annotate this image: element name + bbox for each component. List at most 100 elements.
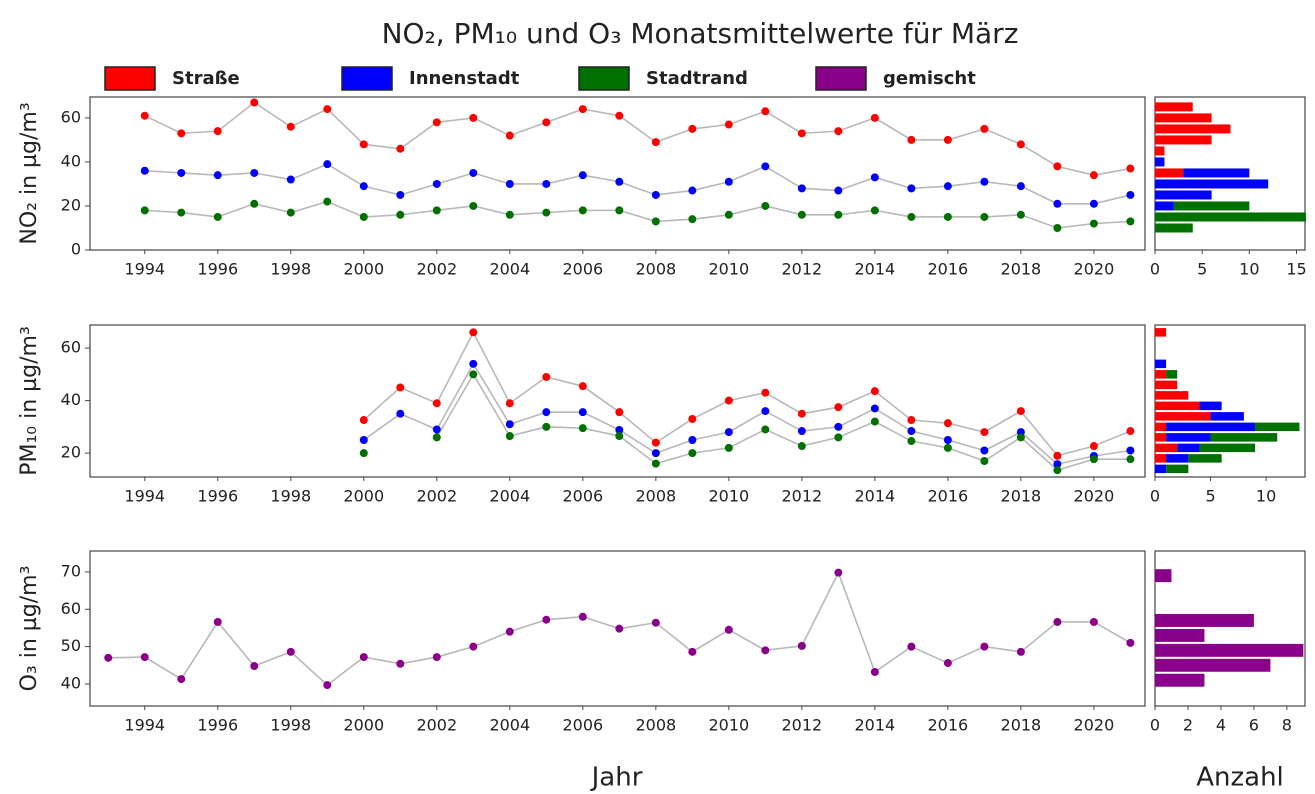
data-point <box>323 160 332 169</box>
data-point <box>359 449 368 458</box>
chart-title: NO₂, PM₁₀ und O₃ Monatsmittelwerte für M… <box>382 17 1019 50</box>
data-point <box>688 215 697 224</box>
hist-bar <box>1155 391 1189 400</box>
x-tick-label: 2002 <box>416 716 457 735</box>
data-point <box>432 425 441 434</box>
legend-label: Innenstadt <box>409 68 520 89</box>
data-point <box>797 427 806 436</box>
x-tick-label: 2004 <box>489 260 530 279</box>
hist-bar <box>1255 422 1300 432</box>
x-axis-label: Jahr <box>590 763 643 793</box>
data-point <box>980 428 989 437</box>
data-point <box>797 210 806 219</box>
data-point <box>797 442 806 451</box>
data-point <box>980 446 989 455</box>
data-point <box>980 212 989 221</box>
data-point <box>250 199 259 208</box>
data-point <box>870 404 879 413</box>
data-point <box>323 197 332 206</box>
data-point <box>761 407 770 416</box>
data-point <box>323 681 332 690</box>
hist-bar <box>1210 433 1278 442</box>
data-point <box>177 675 186 684</box>
x-tick-label: 2002 <box>416 260 457 279</box>
data-point <box>359 140 368 149</box>
data-point <box>651 459 660 468</box>
data-point <box>834 568 843 577</box>
data-point <box>907 437 916 446</box>
data-point <box>359 182 368 191</box>
data-point <box>907 642 916 651</box>
hist-frame <box>1154 324 1306 478</box>
hist-bar <box>1155 422 1167 432</box>
data-point <box>432 399 441 408</box>
data-point <box>834 422 843 431</box>
data-point <box>505 131 514 140</box>
hist-bar <box>1199 443 1255 453</box>
x-tick-label: 0 <box>1150 716 1160 735</box>
data-point <box>761 425 770 434</box>
data-point <box>177 129 186 138</box>
x-tick-label: 1994 <box>124 260 165 279</box>
data-point <box>980 456 989 465</box>
data-point <box>542 118 551 127</box>
series-line <box>363 330 1131 457</box>
data-point <box>651 618 660 627</box>
hist-bar <box>1155 359 1167 369</box>
x-tick-label: 1994 <box>124 716 165 735</box>
data-point <box>1126 164 1135 173</box>
data-point <box>943 659 952 668</box>
data-point <box>1016 182 1025 191</box>
x-tick-label: 2014 <box>855 487 896 506</box>
x-tick-label: 2018 <box>1001 260 1042 279</box>
data-point <box>943 443 952 452</box>
data-point <box>688 186 697 195</box>
data-point <box>578 408 587 417</box>
data-point <box>1053 199 1062 208</box>
x-tick-label: 10 <box>1239 260 1259 279</box>
data-point <box>1053 451 1062 460</box>
hist-bar <box>1155 443 1178 453</box>
data-point <box>834 403 843 412</box>
data-point <box>943 435 952 444</box>
data-point <box>250 168 259 177</box>
y-tick-label: 40 <box>61 390 81 409</box>
data-point <box>578 382 587 391</box>
hist-bar <box>1155 146 1165 156</box>
y-tick-label: 20 <box>61 195 81 214</box>
data-point <box>724 396 733 405</box>
data-point <box>505 399 514 408</box>
data-point <box>505 210 514 219</box>
data-point <box>651 138 660 147</box>
data-point <box>797 184 806 193</box>
data-point <box>359 212 368 221</box>
data-point <box>469 328 478 337</box>
data-point <box>761 162 770 171</box>
y-tick-label: 40 <box>61 151 81 170</box>
data-point <box>651 217 660 226</box>
data-point <box>834 210 843 219</box>
data-point <box>140 206 149 215</box>
hist-bar <box>1183 168 1250 178</box>
data-point <box>943 135 952 144</box>
data-point <box>761 646 770 655</box>
data-point <box>615 624 624 633</box>
plot-frame <box>89 324 1146 478</box>
data-point <box>1126 638 1135 647</box>
data-point <box>505 627 514 636</box>
data-point <box>469 168 478 177</box>
data-point <box>177 208 186 217</box>
data-point <box>1089 199 1098 208</box>
data-point <box>907 184 916 193</box>
hist-bar <box>1155 190 1212 200</box>
series-line <box>144 200 1131 229</box>
data-point <box>651 438 660 447</box>
legend-label: Stadtrand <box>646 68 748 89</box>
data-point <box>1016 210 1025 219</box>
legend-swatch <box>104 66 156 91</box>
y-tick-label: 60 <box>61 338 81 357</box>
data-point <box>980 124 989 133</box>
hist-bar <box>1155 157 1165 167</box>
data-point <box>213 127 222 136</box>
data-point <box>396 210 405 219</box>
